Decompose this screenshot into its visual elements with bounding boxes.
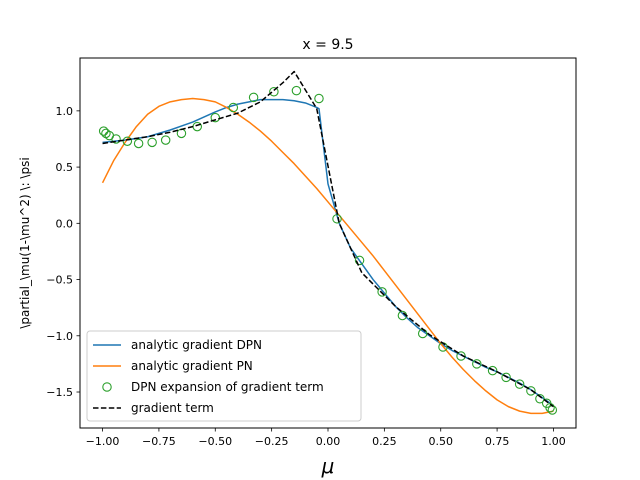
plot-series xyxy=(98,70,558,415)
data-point xyxy=(377,287,387,297)
y-tick-label: 1.0 xyxy=(56,105,74,118)
y-axis-label: \partial_\mu(1-\mu^2) \: \psi xyxy=(18,157,32,328)
x-tick-label: 0.25 xyxy=(372,435,397,448)
y-tick-label: −1.5 xyxy=(46,386,73,399)
data-point xyxy=(314,93,324,104)
legend-item: DPN expansion of gradient term xyxy=(102,380,324,394)
x-tick-label: 1.00 xyxy=(541,435,566,448)
data-point xyxy=(535,394,545,404)
data-point xyxy=(487,365,498,376)
data-point xyxy=(111,134,121,144)
data-point xyxy=(248,92,259,103)
data-point xyxy=(354,255,365,266)
legend-label: DPN expansion of gradient term xyxy=(131,380,324,394)
x-tick-label: −1.00 xyxy=(86,435,120,448)
data-point xyxy=(147,137,157,148)
data-point xyxy=(545,403,555,413)
x-tick-label: −0.75 xyxy=(142,435,176,448)
data-point xyxy=(228,102,239,113)
legend-item: gradient term xyxy=(93,401,214,415)
series-dpn-expansion-points xyxy=(98,85,558,415)
legend-label: analytic gradient PN xyxy=(131,359,253,373)
legend-label: gradient term xyxy=(131,401,214,415)
legend-box xyxy=(86,330,362,422)
x-tick-label: −0.50 xyxy=(198,435,232,448)
y-tick-label: 0.5 xyxy=(56,161,74,174)
y-tick-label: 0.0 xyxy=(56,217,74,230)
data-point xyxy=(122,136,133,146)
y-axis-ticks: −1.5 −1.0 −0.5 0.0 0.5 1.0 xyxy=(46,105,80,399)
data-point xyxy=(501,372,511,383)
legend-label: analytic gradient DPN xyxy=(131,338,262,352)
x-tick-label: 0.00 xyxy=(316,435,341,448)
y-tick-label: −1.0 xyxy=(46,330,73,343)
legend-marker xyxy=(102,382,112,392)
series-line-1 xyxy=(101,97,554,415)
data-point xyxy=(210,112,221,123)
data-point xyxy=(133,138,144,149)
data-point xyxy=(514,379,525,389)
x-axis-ticks: −1.00 −0.75 −0.50 −0.25 0.00 0.25 0.50 0.75 1.00 xyxy=(86,428,566,448)
x-tick-label: 0.50 xyxy=(428,435,453,448)
data-point xyxy=(291,85,302,96)
chart-legend: analytic gradient DPN analytic gradient P… xyxy=(86,330,362,422)
y-tick-label: −0.5 xyxy=(46,274,73,287)
data-point xyxy=(472,359,482,369)
legend-item: analytic gradient PN xyxy=(93,359,253,373)
data-point xyxy=(526,386,536,396)
legend-item: analytic gradient DPN xyxy=(93,338,262,352)
data-point xyxy=(160,135,171,145)
chart-title: x = 9.5 xyxy=(302,37,353,53)
x-axis-label: μ xyxy=(321,454,335,478)
data-point xyxy=(269,86,279,97)
x-tick-label: 0.75 xyxy=(485,435,510,448)
x-tick-label: −0.25 xyxy=(255,435,289,448)
data-point xyxy=(456,351,466,361)
series-line-3 xyxy=(102,70,554,408)
